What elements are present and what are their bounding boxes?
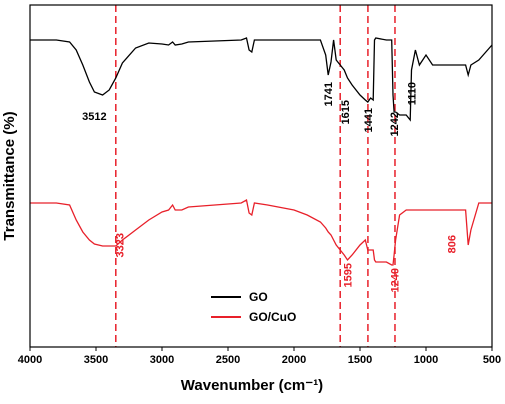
annotation: 1615 [340, 100, 352, 124]
x-tick-label: 3000 [150, 354, 174, 366]
annotation: 1741 [323, 82, 335, 106]
annotation: 3512 [82, 111, 106, 123]
x-tick-label: 2500 [216, 354, 240, 366]
annotation: 1240 [389, 268, 401, 292]
y-axis-title: Transmittance (%) [1, 111, 18, 240]
x-tick-label: 2000 [282, 354, 306, 366]
annotation: 1110 [406, 82, 418, 105]
x-tick-label: 4000 [18, 354, 42, 366]
series-line [30, 37, 493, 122]
annotation: 1441 [363, 108, 375, 132]
plot-frame [29, 4, 493, 348]
annotation: 1595 [342, 263, 354, 287]
annotation: 1242 [389, 112, 401, 136]
x-axis-title: Wavenumber (cm⁻¹) [181, 377, 323, 394]
annotation: 3323 [114, 233, 126, 257]
legend-label: GO/CuO [249, 310, 296, 324]
series-line [30, 198, 492, 266]
x-tick-label: 1000 [414, 354, 438, 366]
x-tick-label: 1500 [348, 354, 372, 366]
x-tick-label: 500 [483, 354, 501, 366]
x-tick-label: 3500 [84, 354, 108, 366]
legend-label: GO [249, 290, 268, 304]
annotation: 806 [447, 235, 459, 253]
